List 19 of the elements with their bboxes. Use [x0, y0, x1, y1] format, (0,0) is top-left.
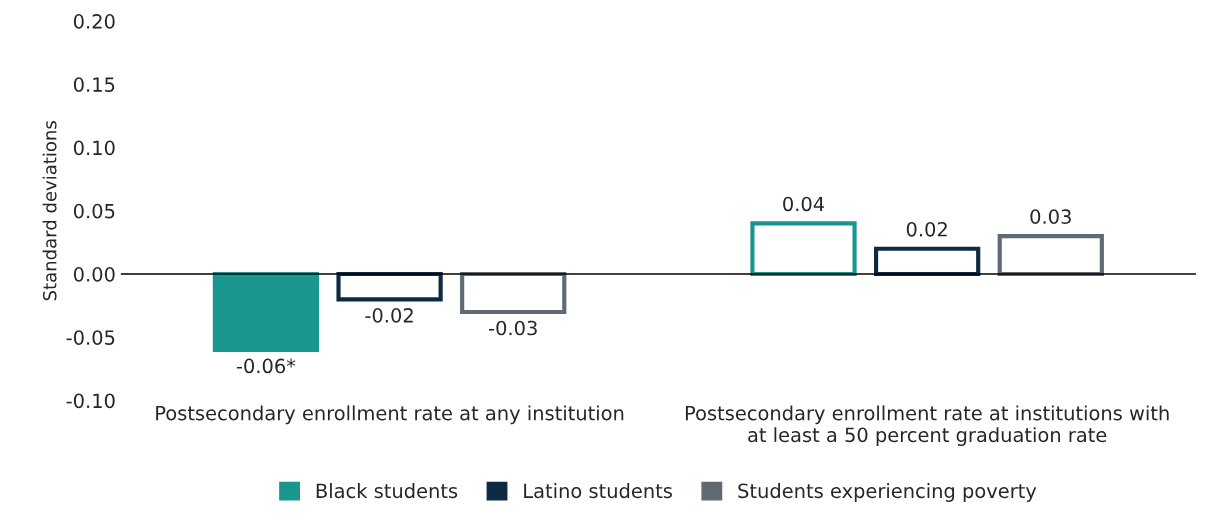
data-label: 0.03: [1030, 209, 1071, 224]
y-axis-title: Standard deviations: [42, 121, 57, 301]
legend-label: Black students: [316, 483, 458, 499]
data-label: 0.02: [906, 221, 947, 237]
y-tick-label: 0.00: [73, 267, 115, 282]
y-tick-label: 0.05: [73, 203, 115, 219]
data-label: -0.02: [365, 308, 413, 323]
y-tick-label: 0.20: [73, 14, 115, 29]
y-tick-label: 0.10: [73, 140, 115, 156]
legend-label: Latino students: [524, 483, 672, 499]
data-label: -0.03: [489, 320, 537, 336]
y-tick-label: 0.15: [73, 77, 115, 92]
y-tick-label: -0.05: [66, 330, 115, 345]
legend-label: Students experiencing poverty: [738, 483, 1037, 502]
data-label: 0.04: [783, 196, 825, 212]
x-tick-label: Postsecondary enrollment rate at any institution: [156, 405, 624, 425]
y-tick-label: -0.10: [66, 393, 115, 409]
data-label: -0.06*: [236, 358, 296, 374]
x-tick-label: Postsecondary enrollment rate at institutions with at least a 50 percent graduation rate: [685, 405, 1169, 446]
